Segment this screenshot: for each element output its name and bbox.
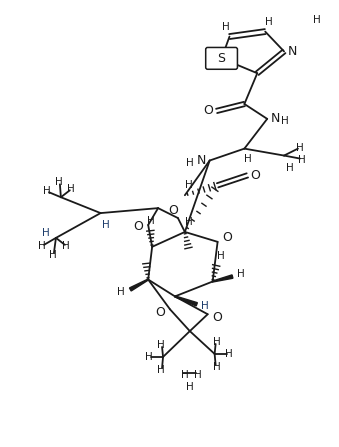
Text: O: O bbox=[213, 311, 222, 324]
Text: H: H bbox=[298, 155, 306, 164]
Text: H: H bbox=[237, 269, 244, 278]
Text: H: H bbox=[147, 216, 155, 226]
Text: S: S bbox=[218, 52, 225, 65]
Text: H: H bbox=[225, 349, 233, 359]
Text: H: H bbox=[62, 241, 70, 251]
Polygon shape bbox=[175, 296, 197, 306]
Text: H: H bbox=[201, 301, 208, 311]
Text: H: H bbox=[244, 153, 252, 164]
Text: H: H bbox=[181, 370, 189, 380]
Text: H: H bbox=[213, 362, 220, 372]
Text: H: H bbox=[117, 287, 124, 297]
Text: N: N bbox=[197, 154, 206, 167]
Text: H: H bbox=[157, 340, 165, 350]
Text: N: N bbox=[287, 45, 297, 58]
Text: H: H bbox=[67, 184, 75, 194]
Text: H: H bbox=[296, 143, 304, 152]
Text: H: H bbox=[186, 159, 194, 169]
Text: H: H bbox=[49, 250, 57, 260]
Text: H: H bbox=[222, 21, 230, 32]
Text: O: O bbox=[251, 169, 260, 182]
Polygon shape bbox=[129, 279, 148, 291]
Text: H: H bbox=[102, 220, 109, 230]
Text: H: H bbox=[185, 217, 193, 227]
Text: H: H bbox=[185, 180, 193, 190]
Text: H: H bbox=[281, 116, 289, 126]
Text: H: H bbox=[157, 365, 165, 375]
Text: H: H bbox=[43, 186, 51, 196]
Text: O: O bbox=[223, 232, 233, 245]
Text: H: H bbox=[145, 352, 153, 362]
Text: H: H bbox=[265, 17, 273, 27]
Text: O: O bbox=[155, 306, 165, 319]
Text: O: O bbox=[168, 204, 178, 217]
Text: H: H bbox=[42, 228, 50, 238]
Text: H: H bbox=[55, 177, 63, 187]
FancyBboxPatch shape bbox=[206, 47, 237, 69]
Text: H: H bbox=[194, 370, 202, 380]
Text: H: H bbox=[186, 382, 194, 392]
Text: H: H bbox=[313, 15, 321, 25]
Text: H: H bbox=[213, 337, 220, 347]
Text: H: H bbox=[38, 241, 46, 251]
Text: O: O bbox=[133, 220, 143, 233]
Text: H: H bbox=[286, 164, 294, 173]
Text: H: H bbox=[217, 251, 224, 261]
Text: O: O bbox=[204, 105, 214, 118]
Text: N: N bbox=[271, 112, 280, 125]
Polygon shape bbox=[213, 275, 233, 282]
